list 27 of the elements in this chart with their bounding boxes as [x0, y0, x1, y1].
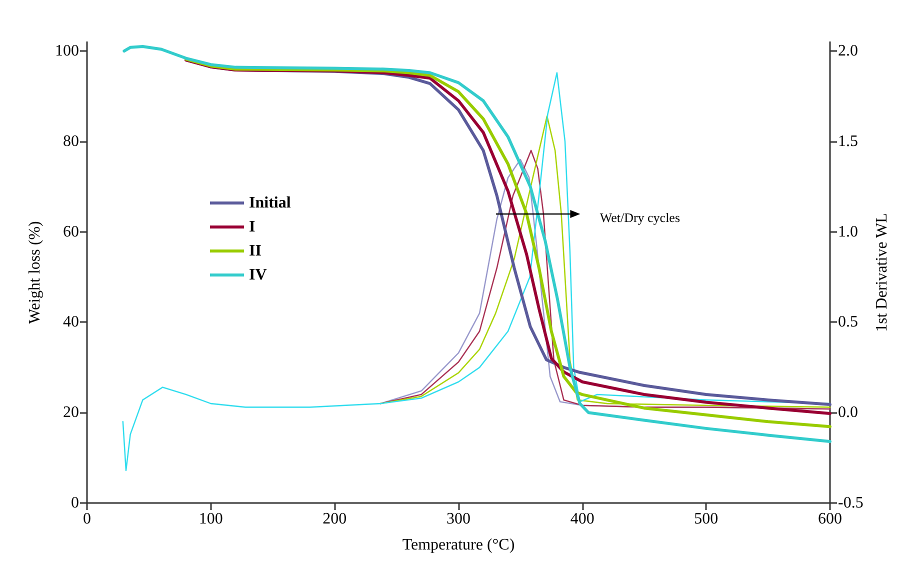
y-tick-label: 60	[63, 223, 79, 240]
x-tick-label: 400	[570, 510, 594, 528]
x-tick-label: 300	[446, 510, 470, 528]
y-tick-label: 20	[63, 404, 79, 422]
x-axis-title: Temperature (°C)	[402, 536, 515, 554]
y2-tick-label: 1.0	[838, 223, 858, 240]
legend-label: Initial	[249, 194, 292, 212]
x-tick-label: 100	[198, 510, 223, 528]
legend-label: I	[249, 218, 256, 236]
y-tick-label: 0	[71, 494, 79, 512]
legend-label: IV	[249, 266, 268, 284]
y2-tick-label: 0.0	[838, 404, 858, 422]
y-axis-title: Weight loss (%)	[26, 221, 44, 324]
y2-tick-label: 0.5	[838, 314, 858, 331]
x-tick-label: 500	[694, 510, 718, 528]
annotation: Wet/Dry cycles	[600, 210, 680, 226]
y2-tick-label: 1.5	[838, 132, 858, 150]
y-tick-label: 100	[55, 42, 79, 60]
x-tick-label: 200	[322, 510, 347, 528]
y2-tick-label: 2.0	[838, 42, 858, 60]
y-tick-label: 80	[63, 132, 79, 150]
legend-label: II	[249, 242, 262, 260]
y2-tick-label: -0.5	[838, 494, 864, 512]
y-tick-label: 40	[63, 314, 79, 331]
x-tick-label: 600	[818, 510, 842, 528]
x-tick-label: 0	[83, 510, 91, 528]
y2-axis-title: 1st Derivative WL	[874, 213, 891, 332]
